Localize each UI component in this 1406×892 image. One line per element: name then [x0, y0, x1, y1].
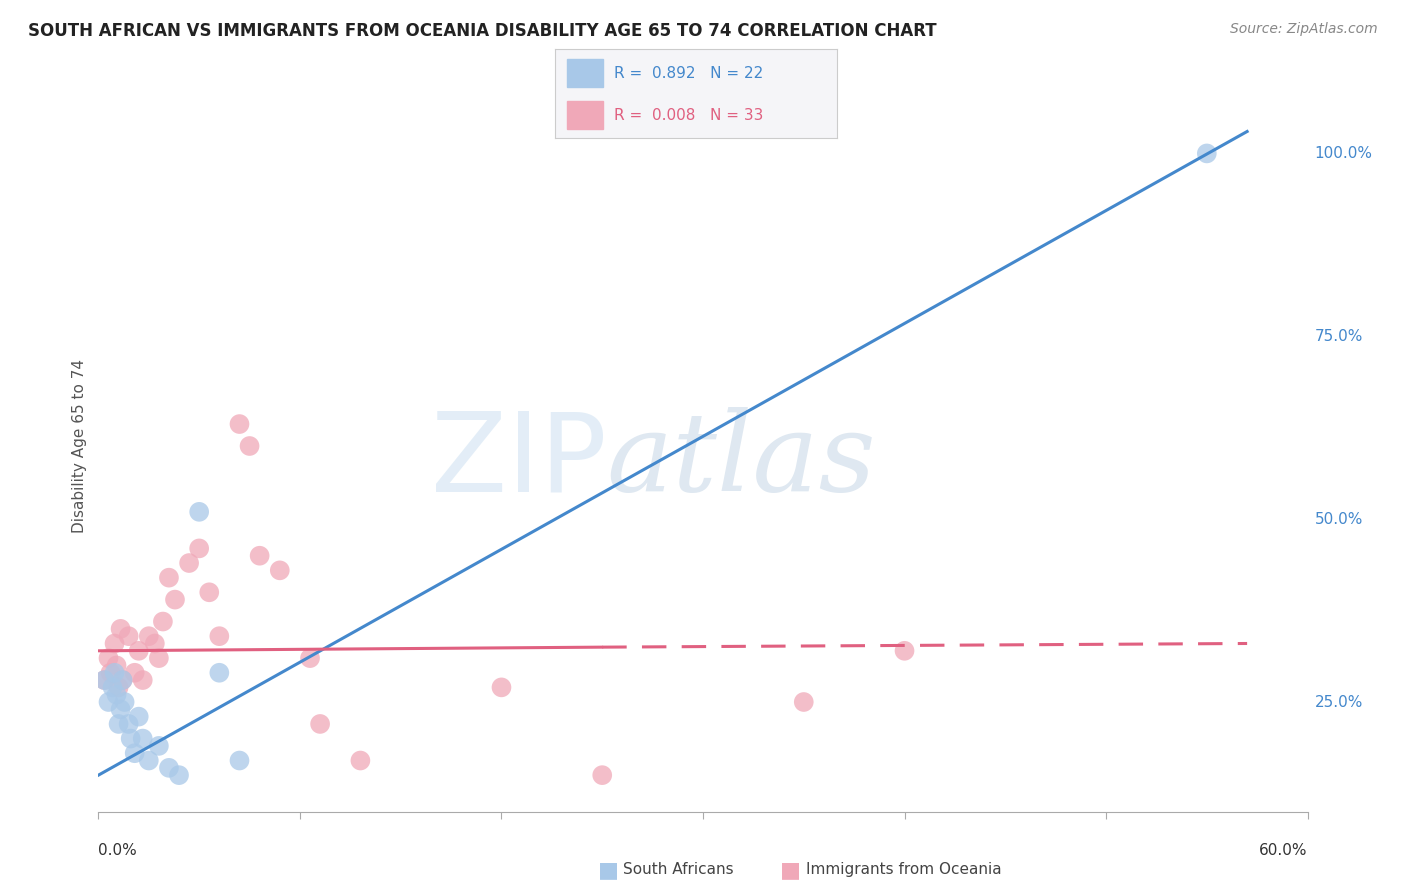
Point [793, 695, 815, 709]
Text: Source: ZipAtlas.com: Source: ZipAtlas.com [1230, 22, 1378, 37]
Point [491, 681, 513, 695]
Point [208, 665, 231, 680]
Point [97, 651, 120, 665]
Text: 75.0%: 75.0% [1315, 329, 1362, 343]
Point [239, 439, 262, 453]
Point [188, 541, 211, 556]
Point [118, 629, 141, 643]
Point [138, 754, 160, 768]
Point [93, 673, 115, 687]
Y-axis label: Disability Age 65 to 74: Disability Age 65 to 74 [72, 359, 87, 533]
Point [111, 673, 134, 687]
Text: 50.0%: 50.0% [1315, 512, 1362, 526]
Point [105, 688, 128, 702]
Point [157, 761, 180, 775]
Point [228, 417, 250, 431]
Text: 100.0%: 100.0% [1315, 146, 1372, 161]
Point [167, 768, 190, 782]
Point [143, 636, 166, 650]
Point [128, 709, 150, 723]
Point [132, 731, 155, 746]
Point [110, 702, 132, 716]
Point [138, 629, 160, 643]
Point [591, 768, 613, 782]
Text: R =  0.892   N = 22: R = 0.892 N = 22 [614, 66, 763, 80]
Point [97, 695, 120, 709]
Point [269, 563, 291, 577]
Point [111, 673, 134, 687]
Point [148, 739, 170, 753]
Point [100, 665, 122, 680]
Text: Immigrants from Oceania: Immigrants from Oceania [806, 863, 1001, 877]
Point [120, 731, 142, 746]
Point [163, 592, 186, 607]
Point [132, 673, 155, 687]
Text: ZIP: ZIP [430, 407, 606, 514]
Text: 60.0%: 60.0% [1260, 843, 1308, 858]
Point [124, 746, 146, 760]
Point [103, 665, 125, 680]
Point [118, 717, 141, 731]
Point [208, 629, 231, 643]
Point [228, 754, 250, 768]
Point [249, 549, 271, 563]
Point [349, 754, 371, 768]
Point [128, 644, 150, 658]
Point [124, 665, 146, 680]
Point [299, 651, 322, 665]
Text: atlas: atlas [606, 407, 876, 515]
Point [107, 717, 129, 731]
FancyBboxPatch shape [567, 59, 603, 87]
Point [179, 556, 201, 570]
Point [101, 681, 124, 695]
Text: 25.0%: 25.0% [1315, 695, 1362, 709]
Point [1195, 146, 1218, 161]
Point [110, 622, 132, 636]
Text: South Africans: South Africans [623, 863, 734, 877]
Text: R =  0.008   N = 33: R = 0.008 N = 33 [614, 108, 763, 122]
Point [148, 651, 170, 665]
Point [198, 585, 221, 599]
Point [103, 636, 125, 650]
Point [188, 505, 211, 519]
Point [93, 673, 115, 687]
Text: ■: ■ [780, 860, 801, 880]
Point [105, 658, 128, 673]
Text: SOUTH AFRICAN VS IMMIGRANTS FROM OCEANIA DISABILITY AGE 65 TO 74 CORRELATION CHA: SOUTH AFRICAN VS IMMIGRANTS FROM OCEANIA… [28, 22, 936, 40]
Text: ■: ■ [598, 860, 619, 880]
Text: 0.0%: 0.0% [98, 843, 138, 858]
Point [114, 695, 136, 709]
Point [152, 615, 174, 629]
Point [107, 681, 129, 695]
Point [157, 571, 180, 585]
FancyBboxPatch shape [567, 101, 603, 129]
Point [309, 717, 332, 731]
Point [893, 644, 915, 658]
